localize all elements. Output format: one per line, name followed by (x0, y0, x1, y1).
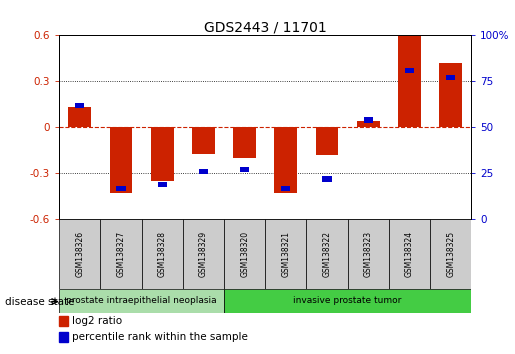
Text: GSM138321: GSM138321 (281, 231, 290, 277)
Bar (116, 185, 126, 191)
Bar (439, 63, 462, 127)
Bar (192, 127, 215, 154)
Bar (224, 289, 471, 313)
Bar (398, 35, 421, 127)
Text: GSM138328: GSM138328 (158, 231, 167, 277)
Bar (59, 289, 224, 313)
Text: GSM138323: GSM138323 (364, 231, 373, 277)
Bar (348, 219, 389, 289)
Text: invasive prostate tumor: invasive prostate tumor (294, 296, 402, 306)
Text: GSM138322: GSM138322 (322, 231, 332, 277)
Bar (224, 219, 265, 289)
Bar (357, 121, 380, 127)
Bar (389, 219, 430, 289)
Text: GSM138320: GSM138320 (240, 231, 249, 277)
Text: disease state: disease state (5, 297, 75, 307)
Bar (281, 185, 290, 191)
Bar (158, 182, 167, 187)
Bar (405, 68, 414, 73)
Bar (240, 167, 249, 172)
Bar (100, 219, 142, 289)
Text: GSM138327: GSM138327 (116, 231, 126, 277)
Bar (233, 127, 256, 158)
Bar (306, 219, 348, 289)
Bar (446, 75, 455, 80)
Text: GSM138326: GSM138326 (75, 231, 84, 277)
Bar (142, 219, 183, 289)
Bar (265, 219, 306, 289)
Text: GSM138324: GSM138324 (405, 231, 414, 277)
Bar (59, 219, 100, 289)
Bar (274, 127, 297, 193)
Bar (364, 118, 373, 123)
Bar (68, 108, 91, 127)
Text: prostate intraepithelial neoplasia: prostate intraepithelial neoplasia (66, 296, 217, 306)
Bar (316, 127, 338, 155)
Bar (151, 127, 174, 181)
Text: GSM138329: GSM138329 (199, 231, 208, 277)
Text: percentile rank within the sample: percentile rank within the sample (72, 332, 248, 342)
Bar (430, 219, 471, 289)
Bar (110, 127, 132, 193)
Text: GSM138325: GSM138325 (446, 231, 455, 277)
Title: GDS2443 / 11701: GDS2443 / 11701 (204, 20, 327, 34)
Bar (183, 219, 224, 289)
Text: log2 ratio: log2 ratio (72, 316, 122, 326)
Bar (199, 169, 208, 174)
Bar (75, 103, 84, 108)
Bar (322, 176, 332, 182)
